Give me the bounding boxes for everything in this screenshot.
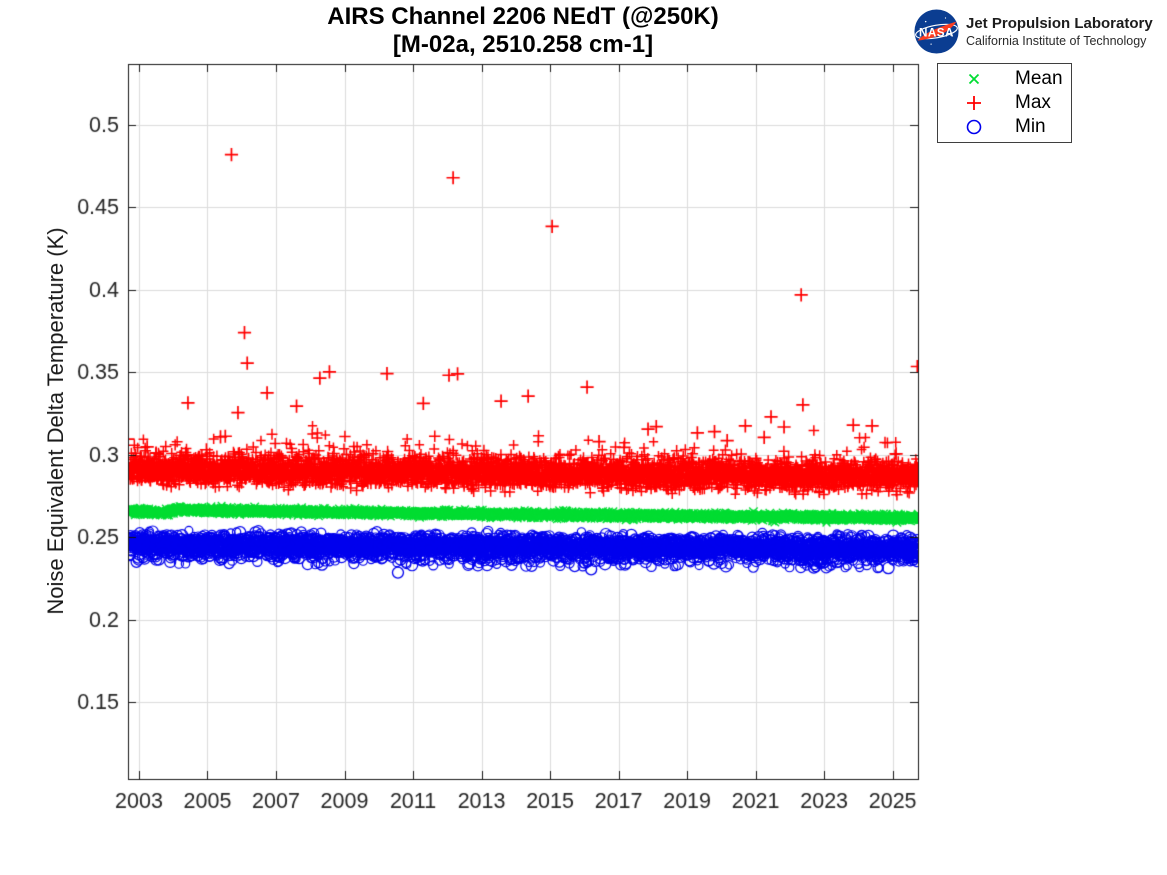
legend-item-mean: Mean xyxy=(938,67,1071,91)
legend-label-mean: Mean xyxy=(1015,68,1063,89)
jpl-org-name: Jet Propulsion Laboratory xyxy=(966,15,1153,32)
svg-text:NASA: NASA xyxy=(919,26,954,39)
legend-label-min: Min xyxy=(1015,116,1046,137)
legend-item-min: Min xyxy=(938,115,1071,139)
min-circle-marker-icon xyxy=(966,119,982,135)
legend-label-max: Max xyxy=(1015,92,1051,113)
legend: Mean Max Min xyxy=(937,63,1072,143)
max-plus-marker-icon xyxy=(967,96,981,110)
chart-title: AIRS Channel 2206 NEdT (@250K) xyxy=(327,3,719,30)
jpl-org-sub: California Institute of Technology xyxy=(966,34,1147,48)
jpl-brand-text: Jet Propulsion Laboratory California Ins… xyxy=(966,14,1153,49)
nasa-meatball-icon: NASA xyxy=(914,9,959,54)
legend-item-max: Max xyxy=(938,91,1071,115)
chart-title-block: AIRS Channel 2206 NEdT (@250K) [M-02a, 2… xyxy=(128,3,918,59)
jpl-brand: NASA Jet Propulsion Laboratory Californi… xyxy=(914,9,1153,54)
y-axis-label: Noise Equivalent Delta Temperature (K) xyxy=(43,227,68,615)
mean-x-marker-icon xyxy=(968,73,980,85)
chart-subtitle: [M-02a, 2510.258 cm-1] xyxy=(392,31,654,58)
